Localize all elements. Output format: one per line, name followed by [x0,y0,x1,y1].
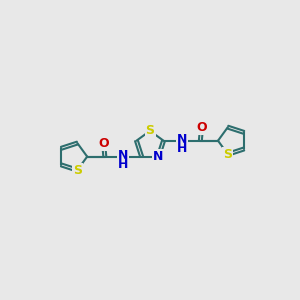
Text: N: N [118,149,128,162]
Text: H: H [118,158,128,171]
Text: N: N [153,150,164,163]
Text: S: S [146,124,154,137]
Text: S: S [73,164,82,177]
Text: N: N [177,133,187,146]
Text: H: H [177,142,187,155]
Text: S: S [223,148,232,161]
Text: O: O [98,136,109,150]
Text: O: O [196,121,207,134]
